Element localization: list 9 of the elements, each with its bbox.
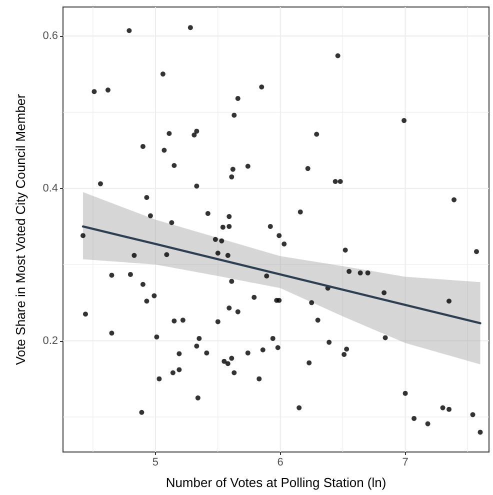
- x-tick-label: 7: [402, 456, 408, 468]
- x-axis-title: Number of Votes at Polling Station (ln): [166, 475, 386, 490]
- x-tick-label: 6: [277, 456, 284, 468]
- y-tick-label: 0.6: [42, 30, 58, 42]
- y-tick-label: 0.4: [42, 182, 58, 194]
- x-tick-label: 5: [152, 456, 159, 468]
- line-series: [82, 225, 482, 324]
- y-tick-label: 0.2: [42, 334, 58, 347]
- y-axis-title: Vote Share in Most Voted City Council Member: [13, 93, 28, 365]
